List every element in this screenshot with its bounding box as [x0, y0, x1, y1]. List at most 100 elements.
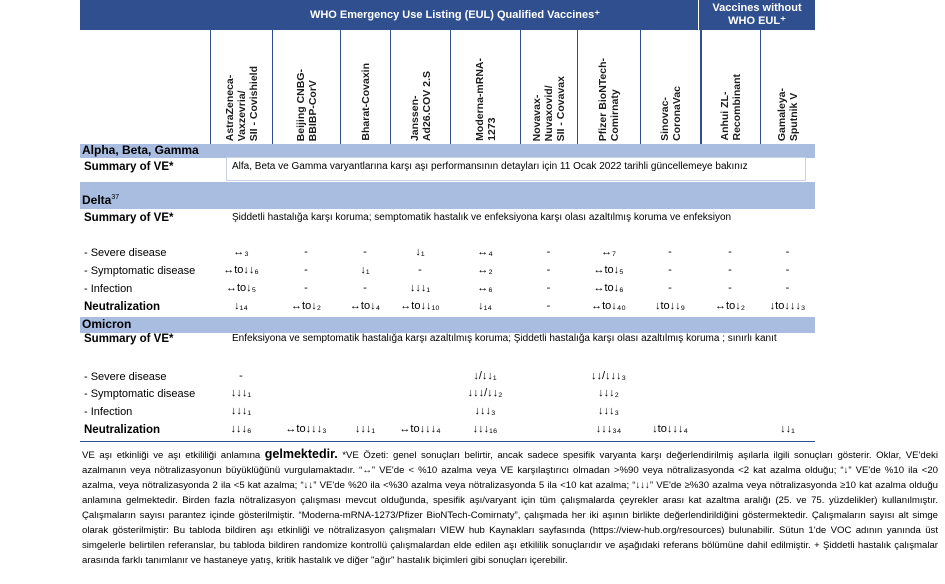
column-title-line: Vaxzevria/: [235, 90, 248, 141]
column-title-line: Anhui ZL-: [719, 92, 731, 141]
column-title-line: Bharat-Covaxin: [359, 63, 372, 141]
cell-value: ↓↓↓₆: [230, 423, 252, 435]
column-header: Pfizer BioNTech- Comirnaty: [577, 30, 640, 145]
column-title-line: Sinovac-: [658, 97, 671, 141]
cell-value: ↔to↓₄: [349, 300, 381, 312]
column-title-line: Beijing CNBG-: [294, 68, 307, 141]
cell-value: ↓↓↓₁₆: [472, 423, 498, 435]
cell-value: ↓↓↓₁: [354, 423, 376, 435]
column-header: Moderna-mRNA- 1273: [450, 30, 520, 145]
cell-value: -: [668, 246, 672, 258]
cell-value: -: [546, 264, 551, 276]
column-title-line: Nuvaxovid/: [543, 84, 555, 141]
cell-value: ↔₃: [233, 246, 249, 258]
table-bottom-rule: [80, 441, 815, 442]
row-label: Summary of VE*: [84, 333, 174, 345]
cell-value: ↔to↓₄₀: [591, 300, 626, 312]
cell-value: ↔to↓↓₆: [223, 264, 259, 276]
footnote-lead: VE aşı etkinliği ve aşı etkililiği anlam…: [82, 450, 265, 461]
section-band: [80, 144, 815, 158]
column-title-line: 1273: [485, 117, 498, 141]
cell-value: ↓to↓↓₉: [654, 300, 686, 312]
cell-value: -: [728, 282, 732, 294]
column-title: Janssen- Ad26.COV 2.S: [409, 71, 433, 141]
column-title: AstraZeneca- Vaxzevria/SII - Covishield: [224, 66, 260, 141]
cell-value: ↔to↓↓↓₃: [285, 423, 327, 435]
row-label: - Infection: [84, 406, 133, 418]
column-title-line: CoronaVac: [670, 86, 683, 141]
summary-text: Alfa, Beta ve Gamma varyantlarına karşı …: [232, 161, 748, 172]
cell-value: ↔to↓₆: [593, 282, 624, 294]
section-band: [80, 317, 815, 333]
cell-value: ↓↓/↓↓↓₃: [590, 370, 627, 382]
cell-value: -: [728, 246, 732, 258]
cell-value: -: [418, 264, 422, 276]
column-title-line: Ad26.COV 2.S: [420, 70, 433, 141]
section-title: Alpha, Beta, Gamma: [82, 143, 199, 157]
summary-text: Enfeksiyona ve semptomatik hastalığa kar…: [232, 333, 777, 344]
cell-value: -: [785, 282, 790, 294]
cell-value: ↓↓↓₃: [474, 405, 496, 417]
column-title: Novavax- Nuvaxovid/SII - Covavax: [531, 76, 567, 141]
column-header: Anhui ZL- Recombinant: [700, 30, 760, 145]
column-header: Janssen- Ad26.COV 2.S: [390, 30, 450, 145]
cell-value: ↓↓↓₁: [409, 282, 431, 294]
section-title: Delta37: [82, 193, 119, 207]
column-title-line: Sputnik V: [788, 92, 800, 141]
footnote: VE aşı etkinliği ve aşı etkililiği anlam…: [82, 447, 938, 568]
column-header: Bharat-Covaxin: [340, 30, 390, 145]
cell-value: ↔to↓₅: [593, 264, 624, 276]
row-label: - Severe disease: [84, 247, 167, 259]
column-title: Sinovac- CoronaVac: [659, 86, 683, 141]
cell-value: ↓↓↓₁: [230, 387, 252, 399]
row-label: Summary of VE*: [84, 212, 174, 224]
row-label: - Infection: [84, 283, 133, 295]
cell-value: ↓↓↓/↓↓₂: [467, 387, 503, 399]
column-header: Novavax- Nuvaxovid/SII - Covavax: [520, 30, 577, 145]
cell-value: -: [304, 282, 308, 294]
cell-value: -: [304, 264, 308, 276]
cell-value: -: [668, 282, 672, 294]
column-title-line: Comirnaty: [609, 89, 621, 141]
column-title: Bharat-Covaxin: [360, 63, 372, 141]
cell-value: ↔₆: [477, 282, 493, 294]
cell-value: ↓₁: [415, 246, 425, 258]
cell-value: ↔₄: [477, 246, 493, 258]
cell-value: -: [785, 264, 790, 276]
row-label: - Symptomatic disease: [84, 265, 196, 277]
cell-value: ↔to↓₂: [715, 300, 745, 312]
column-title: Gamaleya- Sputnik V: [776, 88, 800, 141]
column-title-line: SII - Covavax: [555, 75, 567, 141]
cell-value: ↓↓↓₂: [598, 387, 619, 399]
cell-value: ↔to↓↓↓₄: [399, 423, 441, 435]
cell-value: ↓↓↓₃₄: [595, 423, 622, 435]
cell-value: ↓₁₄: [478, 300, 492, 312]
cell-value: ↔₂: [477, 264, 493, 276]
column-title: Beijing CNBG- BBIBP-CorV: [295, 69, 319, 141]
cell-value: ↔to↓↓₁₀: [400, 300, 440, 312]
cell-value: -: [668, 264, 672, 276]
cell-value: -: [546, 282, 551, 294]
column-header: Gamaleya- Sputnik V: [760, 30, 815, 145]
column-title: Pfizer BioNTech- Comirnaty: [597, 58, 621, 141]
cell-value: -: [728, 264, 732, 276]
cell-value: ↔to↓₂: [291, 300, 321, 312]
column-title: Moderna-mRNA- 1273: [474, 58, 498, 141]
column-title-line: Recombinant: [731, 74, 743, 141]
footnote-body: *VE Özeti: genel sonuçları belirtir, anc…: [82, 450, 938, 566]
column-title-line: SII - Covishield: [247, 65, 260, 141]
row-label: - Symptomatic disease: [84, 388, 196, 400]
column-title-line: Gamaleya-: [776, 87, 788, 141]
cell-value: ↓₁: [360, 264, 370, 276]
column-title-line: BBIBP-CorV: [306, 79, 319, 141]
row-label: Neutralization: [84, 424, 161, 436]
cell-value: -: [304, 246, 308, 258]
column-header: Sinovac- CoronaVac: [640, 30, 700, 145]
section-name: Alpha, Beta, Gamma: [82, 143, 199, 157]
group-header: WHO Emergency Use Listing (EUL) Qualifie…: [309, 8, 601, 21]
column-title-line: Pfizer BioNTech-: [597, 57, 609, 141]
cell-value: ↓↓₁: [780, 423, 795, 435]
cell-value: ↓to↓↓↓₄: [652, 423, 688, 435]
cell-value: ↓/↓↓₁: [473, 370, 497, 382]
